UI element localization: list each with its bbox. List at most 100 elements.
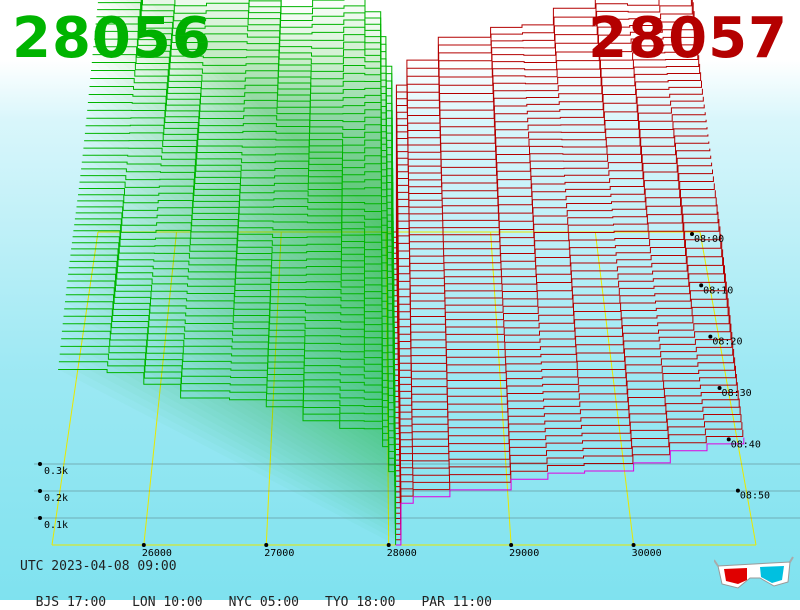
grid-price-line	[594, 231, 635, 546]
ask-depth-line	[395, 382, 738, 509]
ask-depth-line	[395, 390, 739, 514]
y-tick-mark	[38, 516, 42, 520]
bid-depth-line	[87, 109, 394, 344]
bid-depth-line	[88, 94, 394, 333]
bid-depth-line	[69, 260, 396, 466]
zone-time-tyo: TYO 18:00	[325, 595, 396, 610]
bid-depth-line	[249, 0, 393, 238]
y-tick-mark	[38, 462, 42, 466]
footer-utc-time: UTC 2023-04-08 09:00	[20, 559, 177, 574]
z-tick-mark	[735, 488, 740, 493]
bid-depth-line	[64, 308, 396, 503]
ask-depth-line	[394, 306, 730, 461]
bid-depth-line	[73, 230, 395, 439]
ask-depth-line	[394, 332, 733, 477]
grid-price-line	[265, 231, 282, 546]
z-tick-mark	[717, 385, 722, 390]
z-tick-mark	[726, 437, 731, 442]
ask-depth-line	[395, 414, 742, 530]
bid-depth-line	[95, 23, 393, 286]
x-tick-mark	[631, 543, 636, 547]
ask-depth-line	[393, 176, 714, 371]
y-tick-label: 0.3k	[44, 466, 68, 477]
bid-depth-line	[67, 280, 396, 482]
ask-depth-line	[395, 357, 736, 493]
bid-depth-line	[68, 267, 396, 471]
3d-glasses-icon[interactable]	[714, 556, 794, 592]
bid-depth-line	[280, 0, 393, 232]
bid-depth-line	[75, 212, 395, 423]
ask-depth-line	[395, 374, 737, 504]
bid-depth-line	[74, 218, 395, 429]
bid-depth-line	[248, 0, 393, 243]
y-tick-label: 0.2k	[44, 493, 68, 504]
bid-depth-line	[84, 132, 394, 360]
ask-depth-line	[392, 29, 697, 270]
ask-depth-line	[395, 365, 736, 498]
ask-depth-line	[395, 429, 744, 541]
x-tick-mark	[141, 543, 146, 547]
z-tick-label: 08:00	[694, 234, 724, 245]
bid-depth-line	[79, 181, 395, 397]
ask-depth-line	[392, 104, 705, 318]
ask-depth-line	[392, 37, 698, 275]
ask-depth-line	[392, 0, 693, 249]
z-tick-label: 08:20	[712, 337, 742, 348]
bid-depth-line	[62, 323, 396, 514]
bid-depth-line	[76, 206, 395, 418]
zone-time-par: PAR 11:00	[421, 595, 492, 610]
ask-depth-line	[393, 211, 719, 397]
bid-depth-line	[85, 124, 394, 354]
x-tick-mark	[264, 543, 269, 547]
x-tick-label: 28000	[387, 548, 417, 559]
bid-depth-line	[92, 54, 394, 307]
zone-time-bjs: BJS 17:00	[35, 595, 107, 610]
bid-depth-line	[174, 0, 393, 248]
z-tick-label: 08:10	[703, 285, 733, 296]
bid-depth-line	[82, 154, 394, 376]
bid-depth-line	[94, 38, 393, 296]
grid-price-line	[385, 231, 390, 546]
x-tick-label: 27000	[264, 548, 294, 559]
bid-depth-line	[58, 369, 397, 545]
bid-depth-line	[78, 194, 395, 408]
ask-depth-line	[393, 197, 717, 387]
bid-depth-line	[77, 200, 395, 413]
bid-depth-line	[70, 254, 395, 461]
bid-depth-line	[74, 224, 395, 434]
bid-depth-line	[81, 161, 395, 381]
z-tick-label: 08:50	[740, 491, 770, 502]
y-tick-label: 0.1k	[44, 520, 68, 531]
z-tick-label: 08:40	[731, 439, 761, 450]
bid-depth-line	[141, 0, 393, 259]
bid-depth-line	[72, 236, 395, 445]
z-tick-mark	[708, 334, 713, 339]
bid-depth-line	[61, 330, 396, 519]
grid-right-edge	[699, 231, 757, 546]
bid-depth-line	[60, 345, 396, 530]
z-tick-label: 08:30	[722, 388, 752, 399]
y-tick-mark	[38, 489, 42, 493]
grid-left-edge	[51, 231, 99, 546]
ask-depth-line	[392, 80, 702, 302]
ask-depth-line	[394, 323, 732, 472]
bid-depth-line	[71, 248, 395, 455]
ask-depth-line	[393, 169, 713, 366]
x-tick-label: 30000	[632, 548, 662, 559]
x-tick-mark	[509, 543, 514, 547]
bid-depth-line	[80, 175, 395, 392]
ask-depth-line	[395, 398, 740, 519]
x-tick-label: 26000	[142, 548, 172, 559]
zone-time-lon: LON 10:00	[132, 595, 203, 610]
bid-depth-line	[81, 168, 395, 386]
x-tick-mark	[386, 543, 391, 547]
ask-depth-line	[395, 349, 735, 488]
ask-depth-line	[394, 249, 724, 424]
zone-time-nyc: NYC 05:00	[228, 595, 300, 610]
ask-depth-line	[393, 119, 707, 328]
z-tick-mark	[699, 283, 704, 288]
bid-depth-line	[84, 140, 394, 365]
ask-depth-line	[395, 406, 741, 525]
bid-depth-line	[58, 361, 396, 540]
